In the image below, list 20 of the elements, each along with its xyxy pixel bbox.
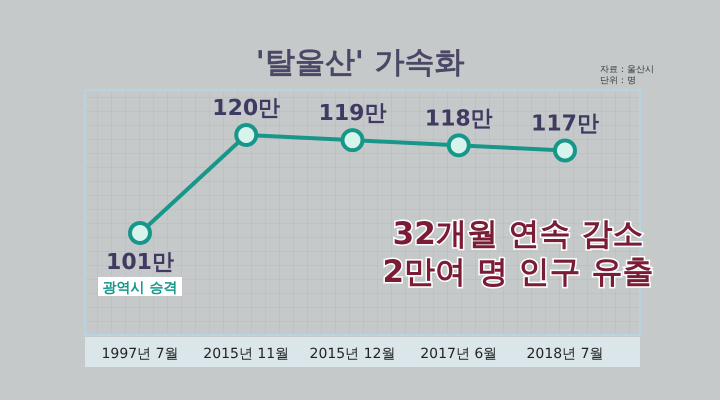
data-label: 120만 (212, 96, 280, 121)
x-tick-label: 2015년 12월 (310, 346, 396, 362)
data-label: 117만 (531, 111, 599, 136)
data-label: 118만 (424, 106, 493, 132)
point (340, 128, 364, 152)
annotation: 32개월 연속 감소 2만여 명 인구 유출 (382, 216, 654, 290)
x-tick-label: 2017년 6월 (420, 346, 498, 362)
text: 단위 : 명 (600, 76, 636, 86)
point (234, 123, 258, 147)
x-tick-label: 2018년 7월 (526, 346, 604, 362)
data-label: 119만 (318, 101, 386, 126)
text: 자료 : 울산시 (600, 65, 654, 75)
text: 광역시 승격 (102, 280, 178, 296)
point (128, 221, 152, 245)
x-tick-label: 1997년 7월 (102, 346, 178, 362)
data-label: 101만 (106, 250, 174, 275)
x-tick-label: 2015년 11월 (203, 346, 290, 362)
point (553, 138, 577, 162)
point (446, 133, 471, 158)
chart-title: '탈울산' 가속화 (256, 45, 464, 80)
